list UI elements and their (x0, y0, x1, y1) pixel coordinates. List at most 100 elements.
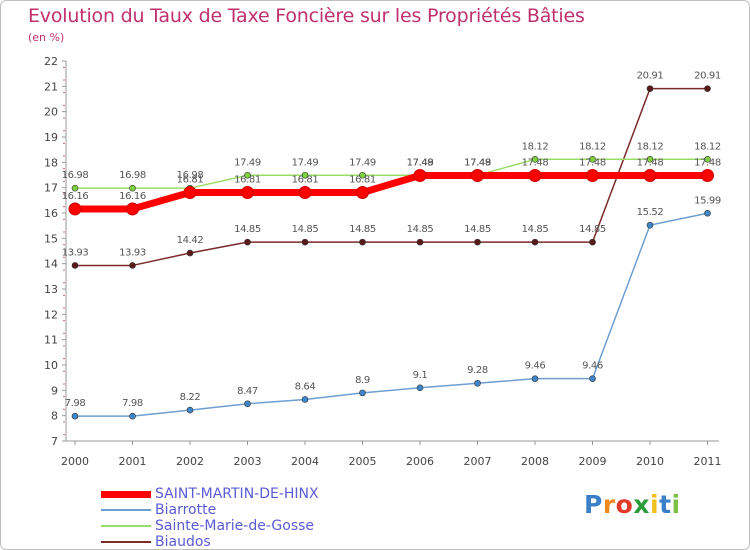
y-tick-label: 9 (51, 384, 58, 397)
y-tick-label: 12 (44, 308, 58, 321)
data-label: 18.12 (694, 141, 721, 152)
data-label: 17.49 (292, 157, 319, 168)
data-label: 9.28 (467, 365, 488, 376)
y-tick-label: 17 (44, 182, 58, 195)
data-point (701, 169, 714, 183)
data-point (301, 238, 309, 246)
legend-label: Biaudos (155, 534, 211, 550)
data-point (129, 262, 136, 269)
series-line (75, 212, 708, 417)
logo-letter: x (633, 490, 650, 519)
y-tick-label: 16 (44, 207, 58, 220)
logo-letter: P (584, 490, 603, 519)
data-point (68, 202, 82, 216)
data-point (129, 184, 136, 192)
data-label: 14.85 (292, 224, 319, 235)
data-point (301, 396, 309, 403)
data-point (531, 155, 539, 163)
data-label: 17.49 (407, 157, 434, 168)
data-label: 8.64 (295, 381, 316, 392)
data-point (241, 185, 254, 199)
x-tick-label: 2002 (176, 455, 204, 468)
legend-swatch (101, 509, 151, 511)
data-label: 17.48 (407, 158, 434, 169)
data-label: 8.47 (237, 386, 258, 397)
data-label: 14.85 (522, 224, 549, 235)
data-label: 17.48 (637, 158, 664, 169)
data-point (244, 171, 251, 179)
data-label: 16.98 (177, 170, 204, 181)
data-label: 18.12 (522, 141, 549, 152)
data-point (71, 412, 79, 420)
data-label: 8.22 (180, 392, 201, 403)
data-label: 17.49 (349, 157, 376, 168)
data-point (531, 238, 539, 246)
data-label: 15.52 (637, 207, 664, 218)
chart-unit-label: (en %) (28, 31, 65, 44)
data-label: 14.85 (234, 224, 261, 235)
x-tick-label: 2010 (636, 455, 664, 468)
data-point (704, 209, 711, 217)
data-label: 16.81 (234, 174, 261, 185)
data-point (298, 185, 312, 199)
x-tick-label: 2003 (234, 455, 262, 468)
legend-swatch (101, 525, 151, 527)
y-tick-label: 13 (44, 283, 58, 296)
data-point (183, 185, 197, 199)
data-point (528, 169, 542, 183)
legend-swatch (101, 541, 151, 543)
chart-title: Evolution du Taux de Taxe Foncière sur l… (28, 5, 585, 27)
data-point (359, 238, 366, 246)
data-point (704, 85, 711, 92)
data-point (646, 221, 654, 229)
y-tick-label: 22 (44, 55, 58, 68)
data-point (589, 375, 596, 382)
data-label: 16.16 (119, 191, 146, 202)
data-label: 17.48 (694, 158, 721, 169)
legend-label: SAINT-MARTIN-DE-HINX (155, 486, 319, 502)
data-label: 18.12 (637, 141, 664, 152)
y-tick-label: 18 (44, 156, 58, 169)
x-tick-label: 2007 (464, 455, 492, 468)
data-label: 13.93 (119, 247, 146, 258)
x-tick-label: 2008 (521, 455, 549, 468)
data-label: 14.85 (579, 224, 606, 235)
x-tick-label: 2000 (61, 455, 89, 468)
data-label: 14.85 (407, 224, 434, 235)
data-point (359, 389, 366, 397)
data-point (589, 155, 596, 163)
data-point (244, 400, 251, 408)
data-label: 14.42 (177, 235, 204, 246)
data-point (186, 406, 194, 414)
data-point (416, 384, 424, 392)
data-label: 13.93 (62, 247, 89, 258)
proxiti-logo: Proxiti (584, 490, 681, 519)
data-label: 7.98 (122, 398, 143, 409)
legend-label: Sainte-Marie-de-Gosse (155, 518, 315, 534)
data-point (413, 169, 427, 183)
data-label: 7.98 (65, 398, 86, 409)
y-tick-label: 15 (44, 232, 58, 245)
x-tick-label: 2011 (694, 455, 722, 468)
y-tick-label: 20 (44, 106, 58, 119)
data-label: 16.81 (292, 174, 319, 185)
data-point (416, 238, 424, 246)
data-point (531, 375, 539, 382)
data-point (186, 249, 194, 257)
data-label: 16.98 (62, 170, 89, 181)
data-label: 9.1 (413, 370, 428, 381)
data-label: 14.85 (464, 224, 491, 235)
data-point (129, 412, 136, 420)
data-point (646, 155, 654, 163)
x-tick-label: 2001 (119, 455, 147, 468)
data-label: 9.46 (525, 361, 546, 372)
logo-letter: o (615, 490, 634, 519)
series-line (75, 172, 708, 213)
data-point (244, 238, 251, 246)
data-point (586, 169, 599, 183)
data-label: 17.48 (522, 158, 549, 169)
data-label: 16.98 (119, 170, 146, 181)
logo-letter: i (671, 490, 681, 519)
data-point (71, 262, 79, 269)
